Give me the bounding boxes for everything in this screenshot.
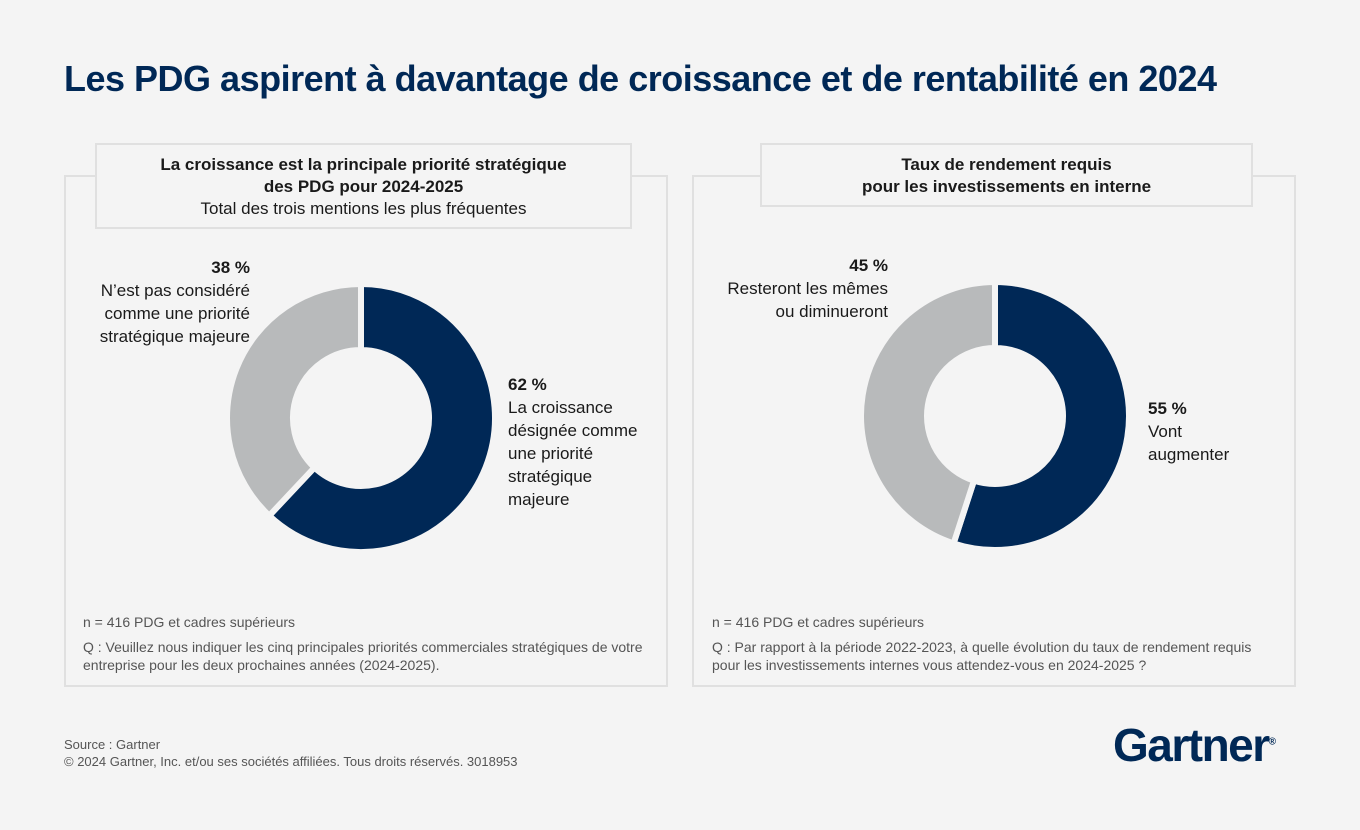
- left-slice-navy-pct: 62 %: [508, 375, 547, 394]
- left-slice-grey-label: 38 % N’est pas considéré comme une prior…: [60, 256, 250, 348]
- right-donut-slice-grey: [860, 281, 998, 548]
- left-chart-header: La croissance est la principale priorité…: [95, 143, 632, 229]
- left-chart-title-line2: des PDG pour 2024-2025: [263, 177, 464, 196]
- right-donut-slice-navy: [949, 281, 1130, 551]
- left-chart-title-line1: La croissance est la principale priorité…: [160, 155, 567, 174]
- right-slice-navy-text: Vont augmenter: [1148, 422, 1230, 464]
- right-slice-grey-label: 45 % Resteront les mêmes ou diminueront: [690, 254, 888, 323]
- left-slice-navy-label: 62 % La croissance désignée comme une pr…: [508, 373, 668, 511]
- left-slice-grey-pct: 38 %: [211, 258, 250, 277]
- page-title: Les PDG aspirent à davantage de croissan…: [64, 58, 1217, 99]
- left-donut-slice-navy: [265, 283, 496, 553]
- right-slice-grey-pct: 45 %: [849, 256, 888, 275]
- gartner-logo-text: Gartner: [1113, 719, 1270, 771]
- left-slice-grey-text: N’est pas considéré comme une priorité s…: [99, 281, 250, 346]
- left-donut-slice-grey: [226, 283, 364, 520]
- right-slice-navy-label: 55 % Vont augmenter: [1148, 397, 1268, 466]
- right-question-note: Q : Par rapport à la période 2022-2023, …: [712, 639, 1252, 673]
- registered-mark: ®: [1268, 736, 1277, 748]
- right-sample-note: n = 416 PDG et cadres supérieurs: [712, 614, 925, 630]
- left-donut-chart: [226, 283, 496, 553]
- left-slice-navy-text: La croissance désignée comme une priorit…: [508, 398, 638, 509]
- right-slice-grey-text: Resteront les mêmes ou diminueront: [727, 279, 888, 321]
- right-donut-chart: [860, 281, 1130, 551]
- right-chart-header: Taux de rendement requis pour les invest…: [760, 143, 1253, 207]
- right-chart-title-line2: pour les investissements en interne: [861, 177, 1152, 196]
- left-question-note: Q : Veuillez nous indiquer les cinq prin…: [83, 639, 643, 673]
- right-slice-navy-pct: 55 %: [1148, 399, 1187, 418]
- gartner-logo: Gartner®: [1113, 718, 1276, 772]
- right-chart-title-line1: Taux de rendement requis: [901, 155, 1112, 174]
- source-note: Source : Gartner: [64, 737, 161, 752]
- copyright-note: © 2024 Gartner, Inc. et/ou ses sociétés …: [64, 754, 518, 769]
- left-chart-subtitle: Total des trois mentions les plus fréque…: [200, 199, 527, 218]
- left-sample-note: n = 416 PDG et cadres supérieurs: [83, 614, 296, 630]
